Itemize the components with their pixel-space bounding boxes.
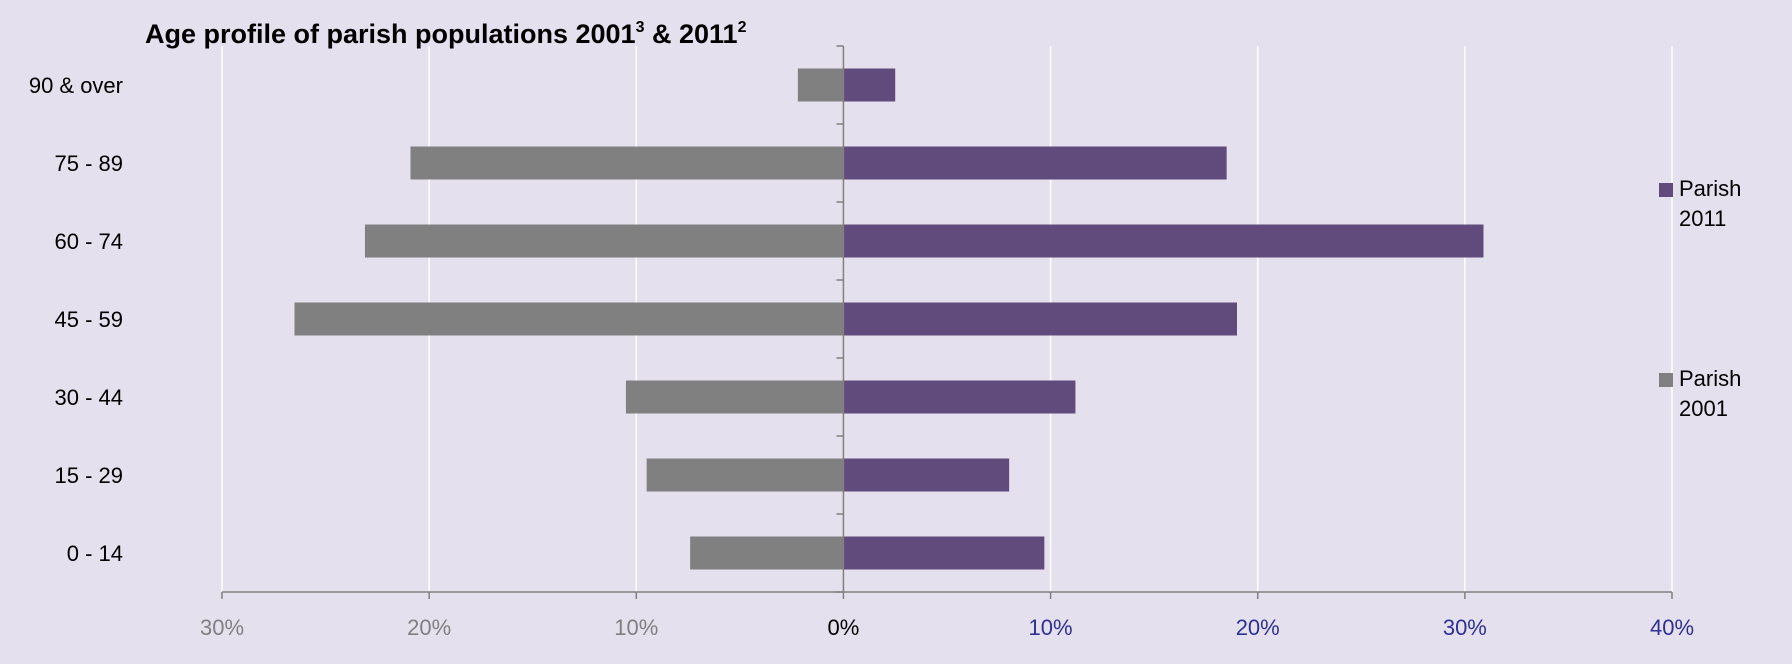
category-label: 45 - 59 [55,307,124,332]
category-label: 60 - 74 [55,229,124,254]
legend-label: Parish 2001 [1679,366,1741,421]
bar [410,146,844,180]
bar [646,458,844,492]
category-label: 75 - 89 [55,151,124,176]
x-tick-label: 0% [828,615,860,640]
bar [843,146,1227,180]
x-tick-label: 20% [407,615,451,640]
x-tick-label: 10% [614,615,658,640]
bar [797,68,844,102]
category-label: 30 - 44 [55,385,124,410]
bars [294,68,1484,570]
bar [294,302,844,336]
chart-title: Age profile of parish populations 20013 … [145,19,747,49]
labels: 90 & over 75 - 89 60 - 74 45 - 59 30 - 44 15 … [29,73,1694,640]
bar [690,536,844,570]
legend-swatch [1659,373,1673,387]
legend-label: Parish 2011 [1679,176,1741,231]
title-main: Age profile of parish populations 2001 [145,19,636,49]
bar [843,68,896,102]
legend-swatch [1659,183,1673,197]
x-tick-label: 10% [1029,615,1073,640]
x-tick-label: 30% [1443,615,1487,640]
bar [843,458,1010,492]
title-superscript-2: 2 [738,19,747,36]
category-label: 90 & over [29,73,123,98]
x-tick-label: 30% [200,615,244,640]
bar [843,302,1237,336]
category-label: 0 - 14 [67,541,123,566]
bar [843,536,1045,570]
x-tick-label: 20% [1236,615,1280,640]
bar [625,380,844,414]
title-superscript-1: 3 [636,19,645,36]
legend: Parish 2011 Parish 2001 [1659,176,1741,421]
bar [843,224,1484,258]
title-middle: & 2011 [644,19,737,49]
x-tick-label: 40% [1650,615,1694,640]
bar [364,224,844,258]
axes [221,45,1673,599]
category-label: 15 - 29 [55,463,124,488]
bar [843,380,1076,414]
